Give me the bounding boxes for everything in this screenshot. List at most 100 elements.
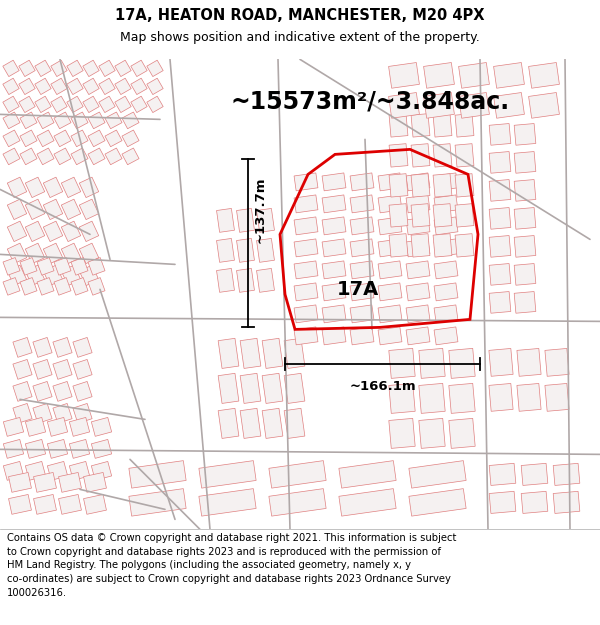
Polygon shape bbox=[59, 472, 82, 492]
Polygon shape bbox=[322, 173, 346, 191]
Polygon shape bbox=[434, 261, 458, 279]
Polygon shape bbox=[458, 62, 490, 88]
Polygon shape bbox=[411, 204, 430, 227]
Polygon shape bbox=[88, 258, 105, 275]
Polygon shape bbox=[51, 60, 67, 77]
Polygon shape bbox=[35, 60, 51, 77]
Polygon shape bbox=[411, 114, 430, 137]
Polygon shape bbox=[389, 62, 419, 88]
Polygon shape bbox=[455, 144, 474, 167]
Text: Map shows position and indicative extent of the property.: Map shows position and indicative extent… bbox=[120, 31, 480, 44]
Polygon shape bbox=[514, 208, 536, 229]
Polygon shape bbox=[322, 195, 346, 213]
Polygon shape bbox=[434, 305, 458, 323]
Polygon shape bbox=[545, 384, 569, 411]
Polygon shape bbox=[217, 209, 235, 232]
Polygon shape bbox=[3, 278, 20, 295]
Polygon shape bbox=[25, 418, 46, 436]
Polygon shape bbox=[378, 261, 402, 279]
Polygon shape bbox=[79, 265, 99, 286]
Polygon shape bbox=[236, 239, 254, 262]
Polygon shape bbox=[43, 265, 63, 286]
Polygon shape bbox=[70, 461, 89, 481]
Polygon shape bbox=[294, 195, 318, 213]
Polygon shape bbox=[236, 269, 254, 292]
Polygon shape bbox=[13, 359, 32, 379]
Polygon shape bbox=[147, 78, 163, 94]
Polygon shape bbox=[406, 195, 430, 213]
Polygon shape bbox=[54, 130, 71, 147]
Polygon shape bbox=[61, 243, 81, 264]
Polygon shape bbox=[7, 221, 27, 242]
Polygon shape bbox=[53, 381, 72, 401]
Polygon shape bbox=[262, 338, 283, 368]
Polygon shape bbox=[20, 148, 37, 165]
Polygon shape bbox=[419, 418, 445, 448]
Polygon shape bbox=[91, 461, 112, 481]
Polygon shape bbox=[99, 96, 115, 112]
Polygon shape bbox=[99, 78, 115, 94]
Polygon shape bbox=[19, 60, 35, 77]
Polygon shape bbox=[294, 283, 318, 301]
Polygon shape bbox=[35, 96, 51, 112]
Polygon shape bbox=[424, 92, 454, 118]
Polygon shape bbox=[73, 381, 92, 401]
Polygon shape bbox=[514, 291, 536, 313]
Polygon shape bbox=[419, 383, 445, 413]
Polygon shape bbox=[13, 381, 32, 401]
Polygon shape bbox=[83, 78, 99, 94]
Polygon shape bbox=[37, 112, 54, 129]
Polygon shape bbox=[553, 491, 580, 513]
Polygon shape bbox=[378, 217, 402, 235]
Polygon shape bbox=[3, 60, 19, 77]
Polygon shape bbox=[7, 177, 27, 198]
Polygon shape bbox=[284, 408, 305, 438]
Polygon shape bbox=[25, 461, 46, 481]
Text: 17A: 17A bbox=[337, 280, 379, 299]
Polygon shape bbox=[83, 472, 106, 492]
Polygon shape bbox=[79, 199, 99, 219]
Polygon shape bbox=[25, 265, 45, 286]
Polygon shape bbox=[13, 338, 32, 357]
Polygon shape bbox=[339, 489, 396, 516]
Polygon shape bbox=[122, 148, 139, 165]
Polygon shape bbox=[61, 177, 81, 198]
Polygon shape bbox=[71, 148, 88, 165]
Polygon shape bbox=[33, 338, 52, 357]
Polygon shape bbox=[35, 78, 51, 94]
Polygon shape bbox=[257, 209, 274, 232]
Polygon shape bbox=[61, 265, 81, 286]
Polygon shape bbox=[529, 92, 559, 118]
Polygon shape bbox=[199, 461, 256, 488]
Polygon shape bbox=[433, 174, 452, 197]
Polygon shape bbox=[53, 338, 72, 357]
Polygon shape bbox=[43, 221, 63, 242]
Polygon shape bbox=[449, 383, 475, 413]
Polygon shape bbox=[131, 60, 147, 77]
Polygon shape bbox=[73, 338, 92, 357]
Polygon shape bbox=[514, 236, 536, 258]
Polygon shape bbox=[514, 264, 536, 285]
Polygon shape bbox=[131, 78, 147, 94]
Polygon shape bbox=[19, 78, 35, 94]
Polygon shape bbox=[433, 234, 452, 257]
Polygon shape bbox=[20, 278, 37, 295]
Polygon shape bbox=[322, 305, 346, 323]
Polygon shape bbox=[61, 221, 81, 242]
Polygon shape bbox=[294, 327, 318, 345]
Polygon shape bbox=[350, 327, 374, 345]
Polygon shape bbox=[378, 239, 402, 257]
Text: ~137.7m: ~137.7m bbox=[254, 177, 266, 243]
Polygon shape bbox=[514, 179, 536, 201]
Polygon shape bbox=[424, 62, 454, 88]
Polygon shape bbox=[521, 491, 548, 513]
Polygon shape bbox=[350, 261, 374, 279]
Polygon shape bbox=[322, 283, 346, 301]
Polygon shape bbox=[433, 144, 452, 167]
Polygon shape bbox=[83, 494, 106, 514]
Polygon shape bbox=[25, 439, 46, 458]
Polygon shape bbox=[489, 349, 513, 376]
Polygon shape bbox=[20, 112, 37, 129]
Polygon shape bbox=[25, 177, 45, 198]
Text: Contains OS data © Crown copyright and database right 2021. This information is : Contains OS data © Crown copyright and d… bbox=[7, 533, 457, 598]
